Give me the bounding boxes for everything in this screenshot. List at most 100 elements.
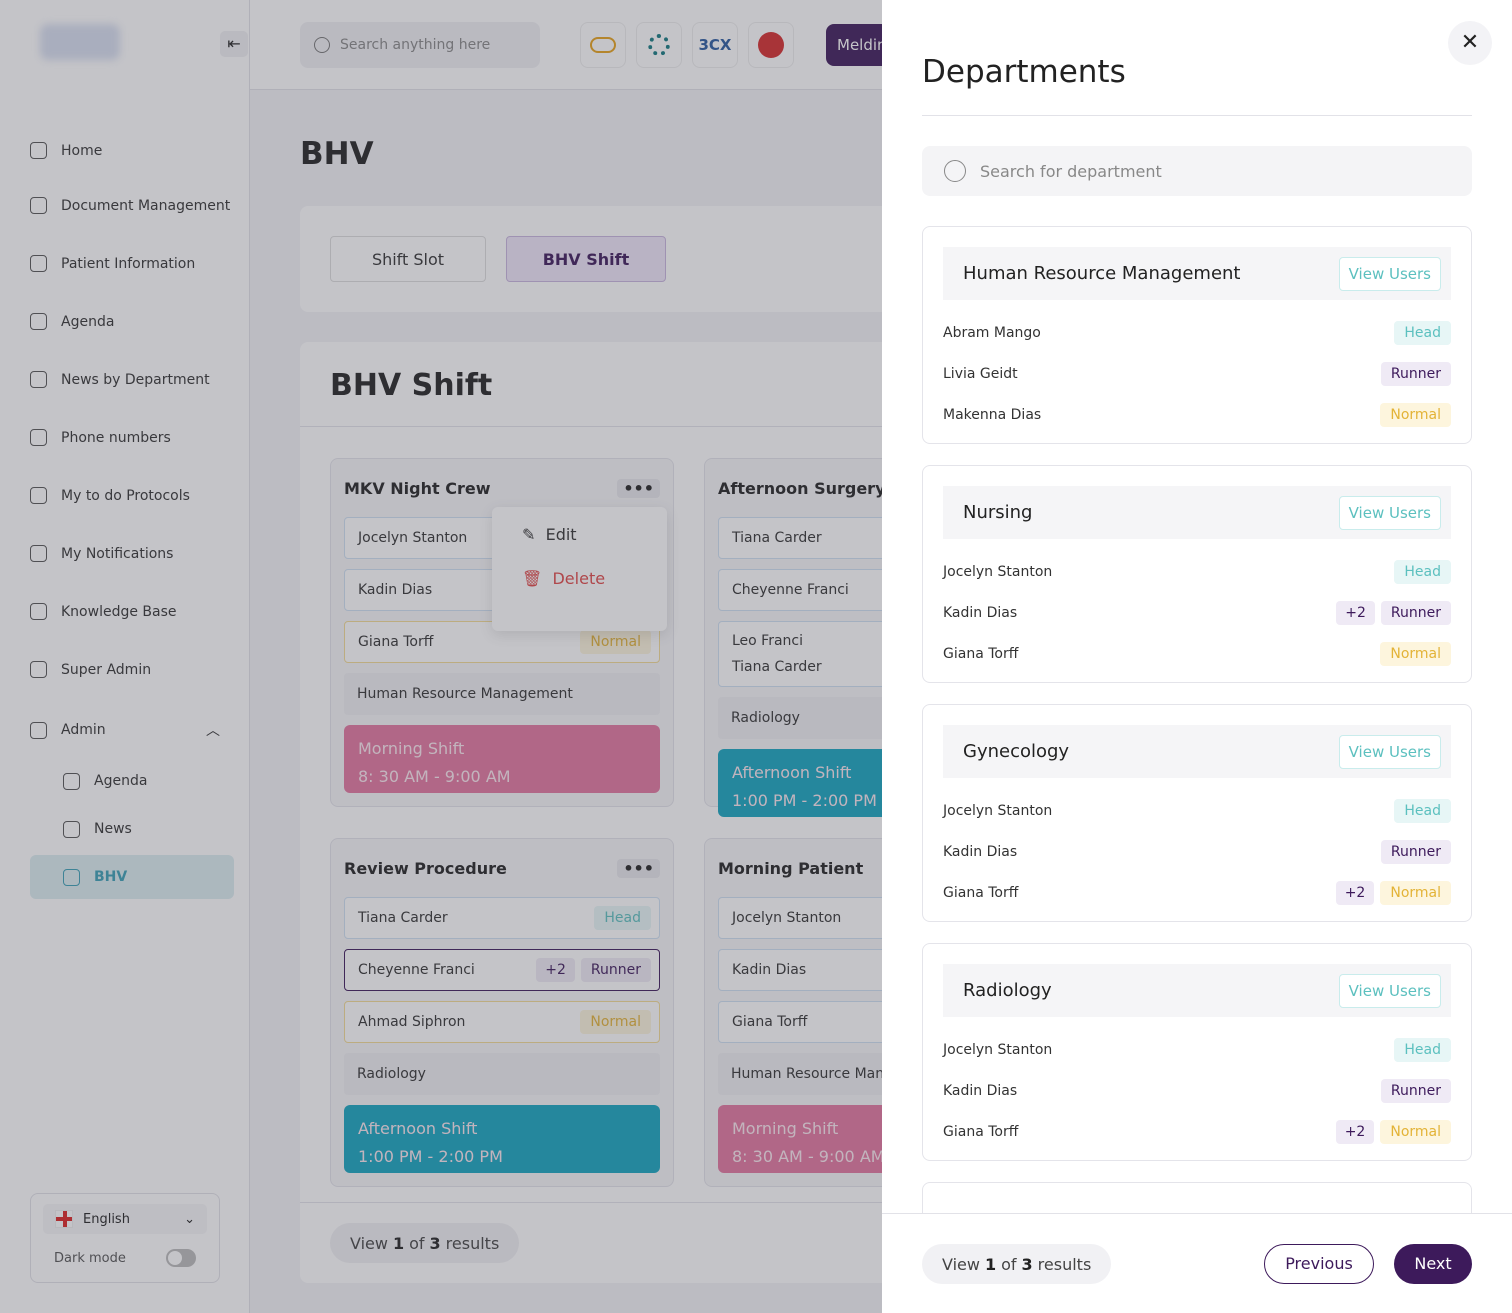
member-name: Tiana Carder: [732, 659, 822, 675]
member-names: Ahmad Siphron: [358, 1009, 465, 1035]
nav-item[interactable]: Home: [30, 142, 102, 159]
close-button[interactable]: ✕: [1448, 21, 1492, 65]
member-row: Abram Mango Head: [943, 312, 1451, 353]
member-row: Jocelyn Stanton Head: [943, 790, 1451, 831]
app-icon[interactable]: 3CX: [692, 22, 738, 68]
member-name: Ahmad Siphron: [358, 1014, 466, 1030]
view-users-button[interactable]: View Users: [1338, 973, 1441, 1008]
nav-label: Super Admin: [61, 661, 152, 678]
shift-name: Afternoon Shift: [732, 763, 852, 782]
role-badge: Head: [594, 906, 651, 930]
tab-active[interactable]: BHV Shift: [506, 236, 666, 282]
role-badge: Normal: [1380, 1119, 1451, 1144]
member-name: Jocelyn Stanton: [943, 563, 1053, 580]
member-name: Cheyenne Franci: [358, 962, 475, 978]
card-title: Afternoon Surgery: [718, 478, 886, 498]
menu-delete[interactable]: 🗑 Delete: [522, 569, 606, 588]
member-name: Leo Franci: [732, 633, 804, 649]
nav-label: Admin: [61, 722, 106, 738]
shift-name: Afternoon Shift: [358, 1119, 478, 1138]
collapse-button[interactable]: ⇤: [220, 31, 248, 57]
nav-item[interactable]: Phone numbers: [30, 429, 171, 446]
nav-item[interactable]: Knowledge Base: [30, 603, 177, 620]
department-header: Gynecology View Users: [943, 725, 1451, 778]
role-badge: Head: [1394, 320, 1451, 345]
member-name: Jocelyn Stanton: [358, 530, 468, 546]
role-badge: Normal: [580, 630, 651, 654]
view-users-button[interactable]: View Users: [1338, 495, 1441, 530]
nav-item[interactable]: Patient Information: [30, 255, 195, 272]
sidebar: ⇤ English ⌄ Dark mode Home Document Manage…: [0, 0, 250, 1313]
more-button[interactable]: •••: [617, 478, 660, 498]
member-row: Tiana Carder Head: [344, 897, 660, 939]
previous-button[interactable]: Previous: [1264, 1244, 1374, 1284]
department-card: Nursing View Users Jocelyn Stanton Head Kadi…: [922, 465, 1472, 683]
logo: [40, 24, 120, 60]
department-name: Radiology: [963, 980, 1052, 1001]
role-badge: Head: [1394, 798, 1451, 823]
department-row: Radiology: [344, 1053, 660, 1095]
department-header: Radiology View Users: [943, 964, 1451, 1017]
member-name: Jocelyn Stanton: [732, 910, 842, 926]
search-box[interactable]: Search anything here: [300, 22, 540, 68]
member-names: Cheyenne Franci: [358, 957, 475, 983]
app-icon[interactable]: [636, 22, 682, 68]
member-tags: Runner: [1380, 361, 1451, 386]
role-badge: Normal: [1380, 880, 1451, 905]
context-menu: ✎ Edit 🗑 Delete: [492, 507, 667, 631]
nav-label: BHV: [94, 869, 128, 885]
member-tags: Normal: [580, 1010, 651, 1034]
nav-icon: [30, 142, 47, 159]
member-row: Jocelyn Stanton Head: [943, 551, 1451, 592]
role-badge: Normal: [1380, 402, 1451, 427]
nav-item[interactable]: Agenda: [30, 759, 234, 803]
nav-item[interactable]: Admin ︿: [30, 720, 220, 740]
member-name: Tiana Carder: [358, 910, 448, 926]
nav-item[interactable]: Agenda: [30, 313, 114, 330]
app-icon[interactable]: [748, 22, 794, 68]
nav-item[interactable]: Super Admin: [30, 661, 151, 678]
shift-time: 1:00 PM - 2:00 PM: [358, 1147, 503, 1166]
member-name: Cheyenne Franci: [732, 582, 849, 598]
overlay[interactable]: [0, 0, 882, 1313]
member-row: Giana Torff Normal: [943, 633, 1451, 674]
nav-icon: [30, 487, 47, 504]
menu-edit[interactable]: ✎ Edit: [522, 525, 577, 544]
member-tags: Runner: [1380, 839, 1451, 864]
department-card: Radiology View Users Jocelyn Stanton Head Ka…: [922, 943, 1472, 1161]
department-name: Nursing: [963, 502, 1033, 523]
member-names: Leo Franci Tiana Carder: [732, 628, 822, 680]
nav-item[interactable]: News: [30, 807, 234, 851]
member-tags: Normal: [580, 630, 651, 654]
department-header: Human Resource Management View Users: [943, 247, 1451, 300]
department-row: Human Resource Management: [344, 673, 660, 715]
nav-item[interactable]: My Notifications: [30, 545, 173, 562]
nav-icon: [30, 603, 47, 620]
department-search[interactable]: Search for department: [922, 146, 1472, 196]
nav-icon: [63, 868, 80, 886]
department-card: Gynecology View Users Jocelyn Stanton Head K…: [922, 704, 1472, 922]
language-select[interactable]: English ⌄: [43, 1204, 207, 1234]
more-button[interactable]: •••: [617, 858, 660, 878]
next-button[interactable]: Next: [1394, 1244, 1472, 1284]
view-users-button[interactable]: View Users: [1338, 256, 1441, 291]
member-tags: Runner: [1380, 1078, 1451, 1103]
card-header: MKV Night Crew •••: [344, 459, 660, 517]
flag-icon: [55, 1210, 73, 1228]
shift-name: Morning Shift: [358, 739, 465, 758]
member-row: Cheyenne Franci +2 Runner: [344, 949, 660, 991]
nav-item-active[interactable]: BHV: [30, 855, 234, 899]
card-title: MKV Night Crew: [344, 478, 491, 498]
nav-item[interactable]: Document Management: [30, 197, 230, 214]
nav-icon: [63, 820, 80, 838]
nav-icon: [63, 772, 80, 790]
dark-mode-toggle[interactable]: [166, 1249, 196, 1267]
app-icon[interactable]: [580, 22, 626, 68]
nav-item[interactable]: News by Department: [30, 371, 210, 388]
member-tags: Head: [1394, 1037, 1451, 1062]
nav-item[interactable]: My to do Protocols: [30, 487, 190, 504]
tab[interactable]: Shift Slot: [330, 236, 486, 282]
dark-mode-label: Dark mode: [54, 1251, 126, 1266]
view-users-button[interactable]: View Users: [1338, 734, 1441, 769]
